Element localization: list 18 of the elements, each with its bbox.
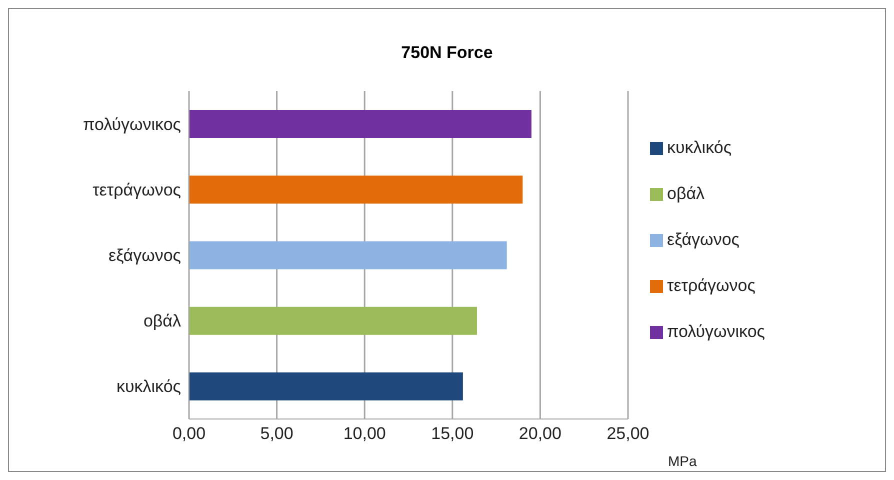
y-tick-label: εξάγωνος [108, 246, 181, 266]
legend-label: τετράγωνος [667, 276, 756, 295]
y-tick-label: οβάλ [143, 312, 182, 331]
legend-label: οβάλ [667, 184, 705, 203]
x-tick-label: 25,00 [606, 424, 650, 444]
x-tick-label: 5,00 [260, 424, 294, 444]
x-tick-label: 15,00 [431, 424, 474, 444]
legend-label: πολύγωνικος [667, 322, 765, 341]
x-tick-label: 0,00 [172, 424, 206, 444]
x-tick-label: 10,00 [343, 424, 386, 444]
y-tick-label: κυκλικός [116, 377, 181, 396]
legend-label: εξάγωνος [667, 230, 740, 249]
chart-title: 750N Force [400, 43, 494, 63]
y-tick-label: τετράγωνος [92, 180, 181, 200]
x-tick-label: 20,00 [518, 424, 562, 444]
x-axis-title: MPa [668, 452, 697, 469]
y-tick-label: πολύγωνικος [83, 114, 181, 134]
legend-label: κυκλικός [667, 138, 732, 157]
